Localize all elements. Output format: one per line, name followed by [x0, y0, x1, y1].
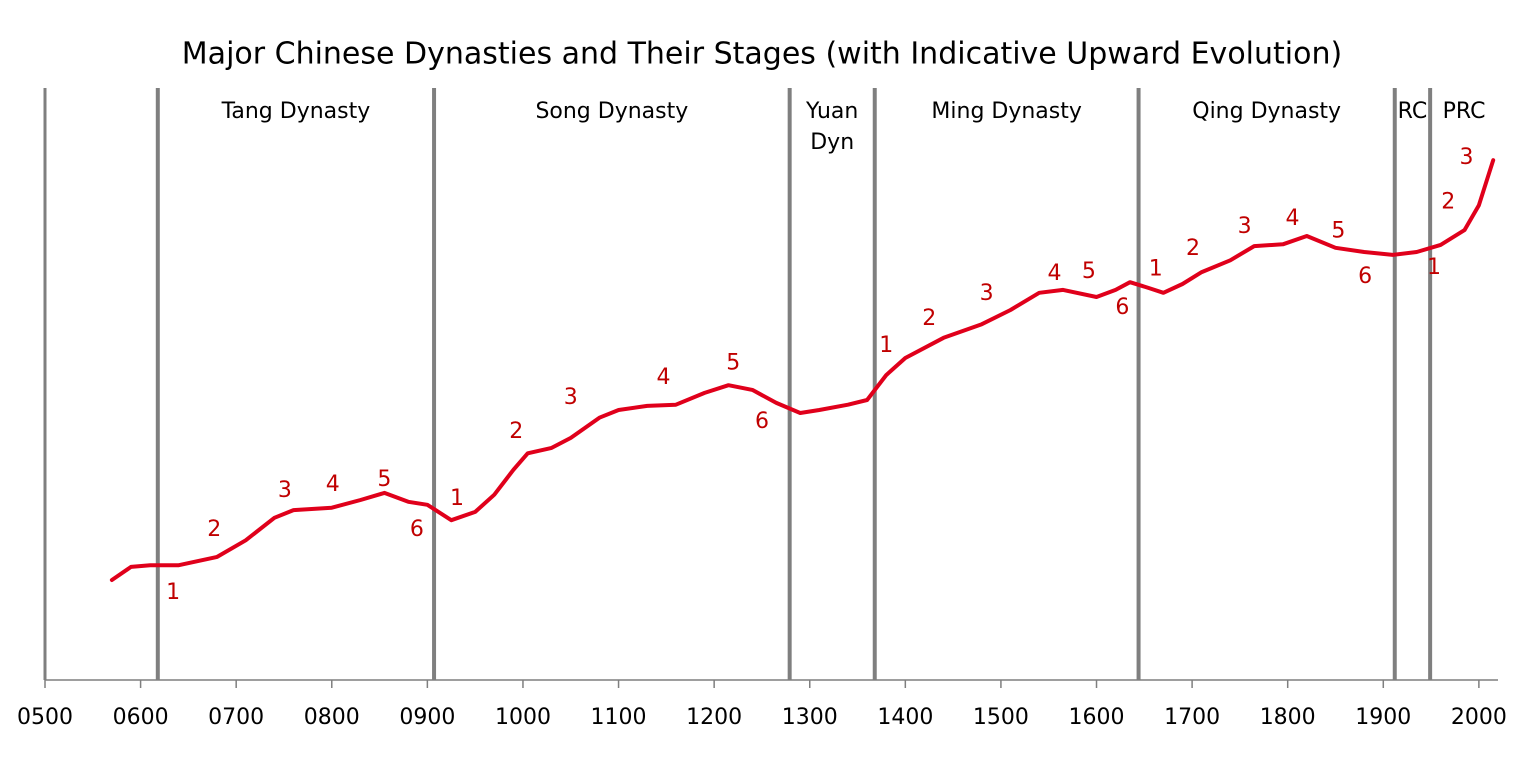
stage-label: 2 [509, 419, 523, 444]
stage-label: 2 [1186, 236, 1200, 261]
x-tick-label: 0700 [208, 705, 264, 730]
dynasty-label: RC [1398, 99, 1428, 124]
dynasty-label: Tang Dynasty [221, 99, 371, 124]
stage-label: 6 [1358, 264, 1372, 289]
dynasty-label: Dyn [810, 130, 854, 155]
x-tick-label: 0800 [304, 705, 360, 730]
stage-label: 5 [726, 350, 740, 375]
stage-label: 3 [564, 385, 578, 410]
x-tick-label: 1900 [1355, 705, 1411, 730]
x-tick-label: 0900 [399, 705, 455, 730]
stage-label: 3 [278, 478, 292, 503]
dynasty-label: Yuan [805, 99, 858, 124]
x-tick-label: 1300 [782, 705, 838, 730]
stage-label: 1 [450, 486, 464, 511]
stage-label: 6 [410, 517, 424, 542]
stage-label: 1 [1149, 257, 1163, 282]
x-tick-label: 1200 [686, 705, 742, 730]
stage-label: 2 [207, 517, 221, 542]
stage-label: 4 [1285, 206, 1299, 231]
stage-label: 4 [1047, 261, 1061, 286]
stage-label: 5 [1331, 218, 1345, 243]
chart-title: Major Chinese Dynasties and Their Stages… [182, 37, 1342, 72]
stage-label: 3 [1238, 214, 1252, 239]
x-tick-label: 1000 [495, 705, 551, 730]
stage-label: 5 [1082, 259, 1096, 284]
stage-label: 5 [377, 467, 391, 492]
dynasty-label: PRC [1443, 99, 1486, 124]
trend-line [109, 158, 1496, 582]
stage-label: 3 [1459, 145, 1473, 170]
x-tick-label: 1400 [877, 705, 933, 730]
x-tick-label: 1600 [1069, 705, 1125, 730]
stage-label: 4 [326, 472, 340, 497]
x-tick-label: 0600 [113, 705, 169, 730]
x-tick-label: 0500 [17, 705, 73, 730]
stage-label: 1 [1427, 255, 1441, 280]
stage-label: 6 [755, 409, 769, 434]
dynasty-label: Qing Dynasty [1192, 99, 1341, 124]
stage-label: 6 [1115, 295, 1129, 320]
stage-label: 2 [922, 306, 936, 331]
stage-label: 2 [1441, 189, 1455, 214]
x-tick-label: 2000 [1451, 705, 1507, 730]
x-tick-label: 1700 [1164, 705, 1220, 730]
stage-label: 1 [879, 333, 893, 358]
x-tick-label: 1800 [1260, 705, 1316, 730]
dynasty-label: Song Dynasty [535, 99, 688, 124]
x-tick-label: 1500 [973, 705, 1029, 730]
dynasty-label: Ming Dynasty [931, 99, 1082, 124]
stage-label: 4 [656, 365, 670, 390]
x-tick-label: 1100 [591, 705, 647, 730]
stage-label: 1 [166, 580, 180, 605]
stage-label: 3 [980, 281, 994, 306]
